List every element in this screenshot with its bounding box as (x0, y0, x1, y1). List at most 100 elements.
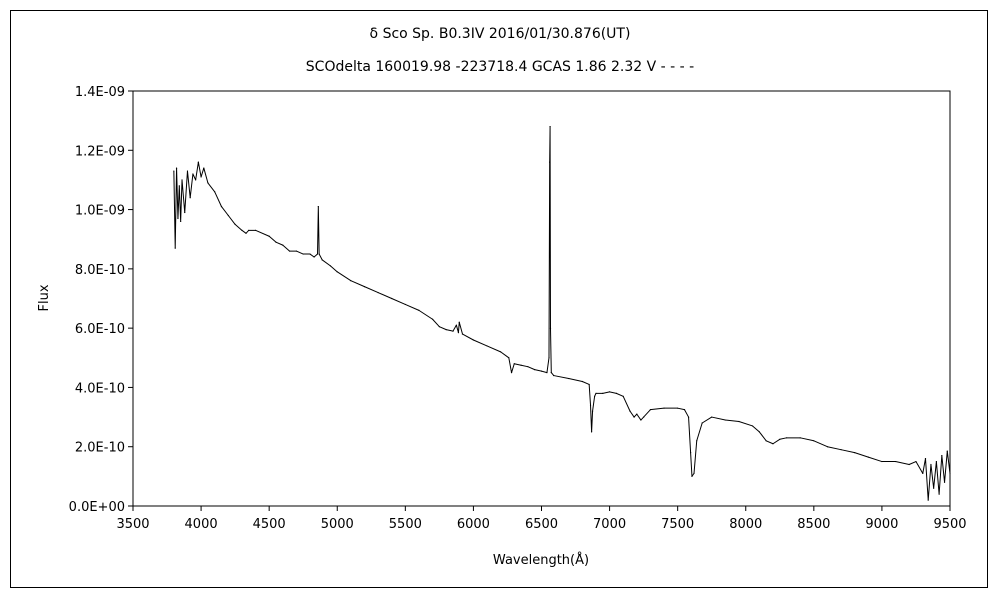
data-point (640, 419, 642, 421)
data-point (663, 407, 665, 409)
data-point (738, 420, 740, 423)
data-point (696, 440, 698, 442)
data-point (282, 244, 284, 246)
data-point (549, 161, 551, 163)
chart-frame (10, 10, 988, 588)
spectrum-line (173, 126, 951, 501)
data-point (615, 392, 617, 394)
data-point (629, 410, 631, 412)
data-point (881, 460, 883, 463)
data-point (336, 271, 338, 273)
chart-title: δ Sco Sp. B0.3IV 2016/01/30.876(UT) (370, 26, 631, 42)
data-point (633, 416, 635, 418)
data-point (949, 472, 951, 474)
data-point (309, 253, 311, 255)
x-tick-label: 6000 (457, 517, 490, 532)
data-point (227, 214, 229, 217)
data-point (549, 327, 552, 329)
data-point (445, 329, 447, 331)
data-point (241, 229, 243, 231)
data-point (173, 170, 175, 172)
data-point (779, 438, 781, 440)
data-point (840, 449, 842, 451)
data-point (197, 161, 199, 163)
data-point (377, 291, 379, 294)
data-point (935, 460, 937, 463)
data-point (677, 407, 679, 409)
data-point (751, 425, 754, 427)
x-tick-label: 9000 (865, 517, 898, 532)
x-tick-label: 7000 (593, 517, 626, 532)
x-tick-label: 5000 (321, 517, 354, 532)
y-tick-label: 1.0E-09 (75, 204, 125, 219)
chart-subtitle: SCOdelta 160019.98 -223718.4 GCAS 1.86 2… (306, 59, 694, 75)
data-point (643, 416, 645, 418)
data-point (177, 217, 179, 220)
data-point (317, 206, 319, 208)
data-point (550, 372, 552, 374)
data-point (943, 481, 946, 483)
data-point (457, 331, 460, 334)
data-point (813, 440, 815, 442)
data-point (254, 229, 257, 231)
x-tick-label: 4500 (253, 517, 286, 532)
data-point (690, 452, 692, 454)
x-tick-label: 7500 (661, 517, 694, 532)
data-point (458, 321, 460, 323)
x-tick-label: 8500 (797, 517, 830, 532)
data-point (549, 125, 551, 128)
data-point (508, 357, 510, 359)
data-point (472, 339, 475, 341)
data-point (175, 167, 178, 169)
x-axis: 3500 4000 4500 5000 5500 6000 6500 7000 7500 8000… (116, 506, 967, 532)
data-point (245, 232, 247, 234)
data-point (313, 256, 315, 258)
y-tick-label: 1.4E-09 (75, 85, 125, 100)
data-point (589, 404, 592, 406)
data-point (548, 357, 550, 359)
data-point (200, 176, 202, 178)
data-point (588, 383, 590, 386)
data-point (691, 475, 693, 477)
data-point (924, 457, 927, 460)
data-point (220, 206, 223, 208)
data-point (595, 392, 597, 394)
y-tick-label: 4.0E-10 (75, 381, 125, 396)
data-point (894, 460, 897, 463)
data-point (591, 431, 593, 433)
data-point (418, 309, 420, 311)
data-point (452, 330, 454, 332)
data-point (765, 440, 767, 442)
y-tick-label: 2.0E-10 (75, 441, 125, 456)
data-point (758, 431, 760, 433)
y-tick-label: 0.0E+00 (69, 500, 125, 515)
data-point (248, 229, 250, 231)
x-tick-label: 4000 (185, 517, 218, 532)
data-point (275, 241, 277, 243)
data-point (683, 409, 686, 411)
data-point (636, 413, 638, 415)
data-point (186, 170, 189, 172)
data-point (724, 419, 726, 421)
data-point (180, 220, 182, 223)
data-point (486, 345, 488, 347)
data-point (321, 259, 323, 261)
data-point (540, 370, 543, 372)
data-point (930, 463, 932, 466)
data-point (534, 369, 536, 371)
x-axis-label: Wavelength(Å) (493, 552, 589, 568)
data-point (207, 182, 209, 184)
data-point (701, 422, 703, 424)
data-point (391, 297, 393, 300)
data-point (510, 372, 513, 374)
data-point (927, 499, 929, 501)
data-point (786, 437, 788, 439)
data-point (178, 185, 180, 187)
series-group (173, 125, 951, 501)
data-point (181, 179, 183, 181)
data-point (363, 286, 366, 288)
data-point (203, 167, 205, 169)
data-point (316, 253, 319, 255)
data-point (908, 463, 910, 466)
